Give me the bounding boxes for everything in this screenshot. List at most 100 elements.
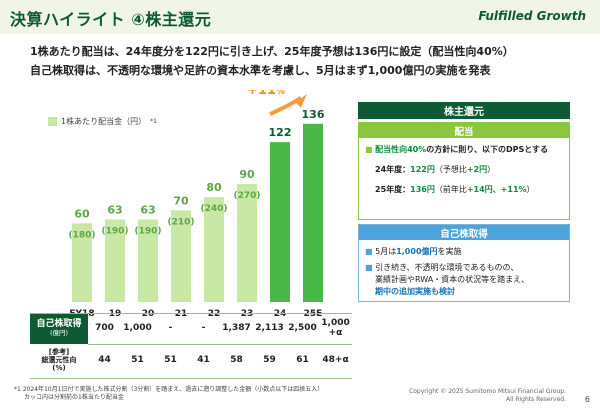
fy24-note: （予想比: [434, 165, 467, 174]
dividend-box-title: 配当: [359, 123, 569, 138]
buyback-cell: 2,500: [288, 323, 317, 334]
fy24-label: 24年度：: [375, 165, 411, 174]
payout-cell: 51: [131, 355, 144, 366]
buyback-box-title: 自己株取得: [359, 225, 569, 240]
x-tick-label: 22: [208, 309, 221, 319]
dividend-box: 配当 ■ 配当性向40%の方針に則り、以下のDPSとする 24年度：122円（予…: [358, 122, 570, 220]
header-bar: 決算ハイライト ④株主還元 Fulfilled Growth: [0, 0, 600, 34]
dividend-policy-line: ■ 配当性向40%の方針に則り、以下のDPSとする: [365, 145, 548, 155]
fy24-close: ）: [487, 165, 496, 174]
legend-label: 1株あたり配当金（円）: [61, 117, 147, 126]
copyright-line2: All Rights Reserved.: [505, 396, 566, 404]
buyback-cell: 2,113: [255, 323, 284, 334]
x-tick-label: 23: [241, 309, 254, 319]
buyback-cell: -: [168, 323, 173, 334]
x-tick-label: 21: [175, 309, 188, 319]
payout-cell: 41: [197, 355, 210, 366]
legend-note: *1: [150, 118, 157, 125]
buyback-outlook-line2: 業績計画やRWA・資本の状況等を踏まえ、: [375, 275, 530, 284]
bar-presplit-label: (270): [233, 191, 260, 201]
copyright-line1: Copyright © 2025 Sumitomo Mitsui Financi…: [409, 388, 566, 395]
policy-text: の方針に則り、以下のDPSとする: [426, 145, 548, 154]
x-tick-label: 20: [142, 309, 155, 319]
payout-cell: 58: [230, 355, 243, 366]
x-tick-label: 19: [109, 309, 122, 319]
payout-label-main: 総還元性向: [41, 356, 77, 365]
growth-label: +11%: [247, 90, 285, 98]
footnote: *1 2024年10月1日付で実施した株式分割（3分割）を踏まえ、過去に遡り調整…: [14, 386, 323, 402]
page-title: 決算ハイライト ④株主還元: [10, 10, 212, 29]
bar-21: [171, 210, 191, 302]
dividend-bar-chart: 60(180)FY1863(190)1963(190)2070(210)2180…: [68, 90, 325, 319]
buyback-label-main: 自己株取得: [36, 319, 82, 330]
buyback-cells: 700 1,000 - - 1,387 2,113 2,500 1,000 +α: [88, 314, 352, 344]
buyback-may-value: 1,000億円: [396, 247, 438, 256]
bar-23: [237, 184, 257, 302]
fy25-line: 25年度：136円（前年比+14円、+11%）: [375, 185, 535, 195]
payout-label-tag: [参考]: [48, 348, 70, 357]
headline-dividend: 1株あたり配当は、24年度分を122円に引き上げ、25年度予想は136円に設定（…: [30, 45, 514, 58]
payout-policy-text: 配当性向40%: [375, 145, 427, 154]
bar-presplit-label: (190): [134, 226, 161, 236]
footnote-line2: カッコ内は分割前の1株当たり配当金: [24, 394, 124, 402]
buyback-row-label: 自己株取得 (億円): [30, 314, 88, 344]
fy25-value: 136円: [410, 185, 435, 194]
x-tick-label: 24: [274, 309, 287, 319]
bar-value-label: 136: [302, 108, 325, 121]
bar-value-label: 60: [74, 207, 90, 220]
bar-19: [105, 219, 125, 302]
payout-cell: 59: [263, 355, 276, 366]
fy24-value: 122円: [410, 165, 435, 174]
fy24-diff: +2円: [466, 165, 488, 174]
buyback-cell: -: [201, 323, 206, 334]
fy25-diff: +14円、+11%: [466, 185, 527, 194]
bar-20: [138, 219, 158, 302]
buyback-box: 自己株取得 ■ 5月は1,000億円を実施 ■ 引き続き、不透明な環境であるもの…: [358, 224, 570, 302]
buyback-cell: 700: [95, 323, 114, 334]
buyback-outlook-text1: 引き続き、不透明な環境であるものの、: [375, 263, 519, 272]
fy25-close: ）: [526, 185, 535, 194]
bar-value-label: 90: [239, 168, 255, 181]
chart-legend: 1株あたり配当金（円） *1: [48, 116, 157, 127]
panel-title: 株主還元: [358, 102, 570, 119]
payout-label-sub: (%): [52, 363, 66, 372]
copyright: Copyright © 2025 Sumitomo Mitsui Financi…: [409, 388, 566, 404]
bar-presplit-label: (210): [167, 217, 194, 227]
fy24-line: 24年度：122円（予想比+2円）: [375, 165, 495, 175]
buyback-may-pre: 5月は: [375, 247, 397, 256]
x-tick-label: 25E: [304, 309, 323, 319]
bar-24: [270, 142, 290, 302]
buyback-outlook-line3: 期中の追加実施も検討: [375, 287, 455, 296]
fy25-label: 25年度：: [375, 185, 411, 194]
payout-cell: 44: [98, 355, 111, 366]
buyback-outlook-line1: ■ 引き続き、不透明な環境であるものの、: [365, 263, 518, 273]
bar-22: [204, 197, 224, 302]
bar-25E: [303, 123, 323, 302]
bar-value-label: 63: [107, 203, 122, 216]
bar-value-label: 80: [206, 181, 222, 194]
payout-row-label: [参考] 総還元性向 (%): [30, 344, 88, 378]
payout-cell: 48+α: [322, 355, 349, 366]
payout-row: [参考] 総還元性向 (%) 44 51 51 41 58 59 61 48+α: [30, 344, 352, 379]
buyback-row: 自己株取得 (億円) 700 1,000 - - 1,387 2,113 2,500 1,00…: [30, 313, 352, 345]
bar-presplit-label: (190): [101, 226, 128, 236]
buyback-cell: 1,387: [222, 323, 251, 334]
fy25-note: （前年比: [434, 185, 467, 194]
buyback-may-line: ■ 5月は1,000億円を実施: [365, 247, 462, 257]
bar-value-label: 70: [173, 194, 189, 207]
headline-buyback: 自己株取得は、不透明な環境や足許の資本水準を考慮し、5月はまず1,000億円の実…: [30, 64, 491, 77]
payout-cells: 44 51 51 41 58 59 61 48+α: [88, 344, 352, 378]
brand-logo: Fulfilled Growth: [478, 9, 586, 23]
shareholder-return-panel: 株主還元 配当 ■ 配当性向40%の方針に則り、以下のDPSとする 24年度：1…: [358, 102, 570, 388]
buyback-cell: 1,000: [123, 323, 152, 334]
bar-value-label: 63: [140, 203, 155, 216]
bullet-icon: ■: [365, 145, 373, 154]
bar-value-label: 122: [269, 126, 292, 139]
buyback-label-sub: (億円): [49, 329, 69, 338]
buyback-may-post: を実施: [437, 247, 462, 256]
legend-swatch: [48, 117, 57, 126]
page-number: 6: [584, 395, 590, 404]
capital-table: 自己株取得 (億円) 700 1,000 - - 1,387 2,113 2,500 1,00…: [30, 313, 352, 380]
footnote-line1: *1 2024年10月1日付で実施した株式分割（3分割）を踏まえ、過去に遡り調整…: [14, 386, 324, 393]
bar-presplit-label: (180): [68, 230, 95, 240]
